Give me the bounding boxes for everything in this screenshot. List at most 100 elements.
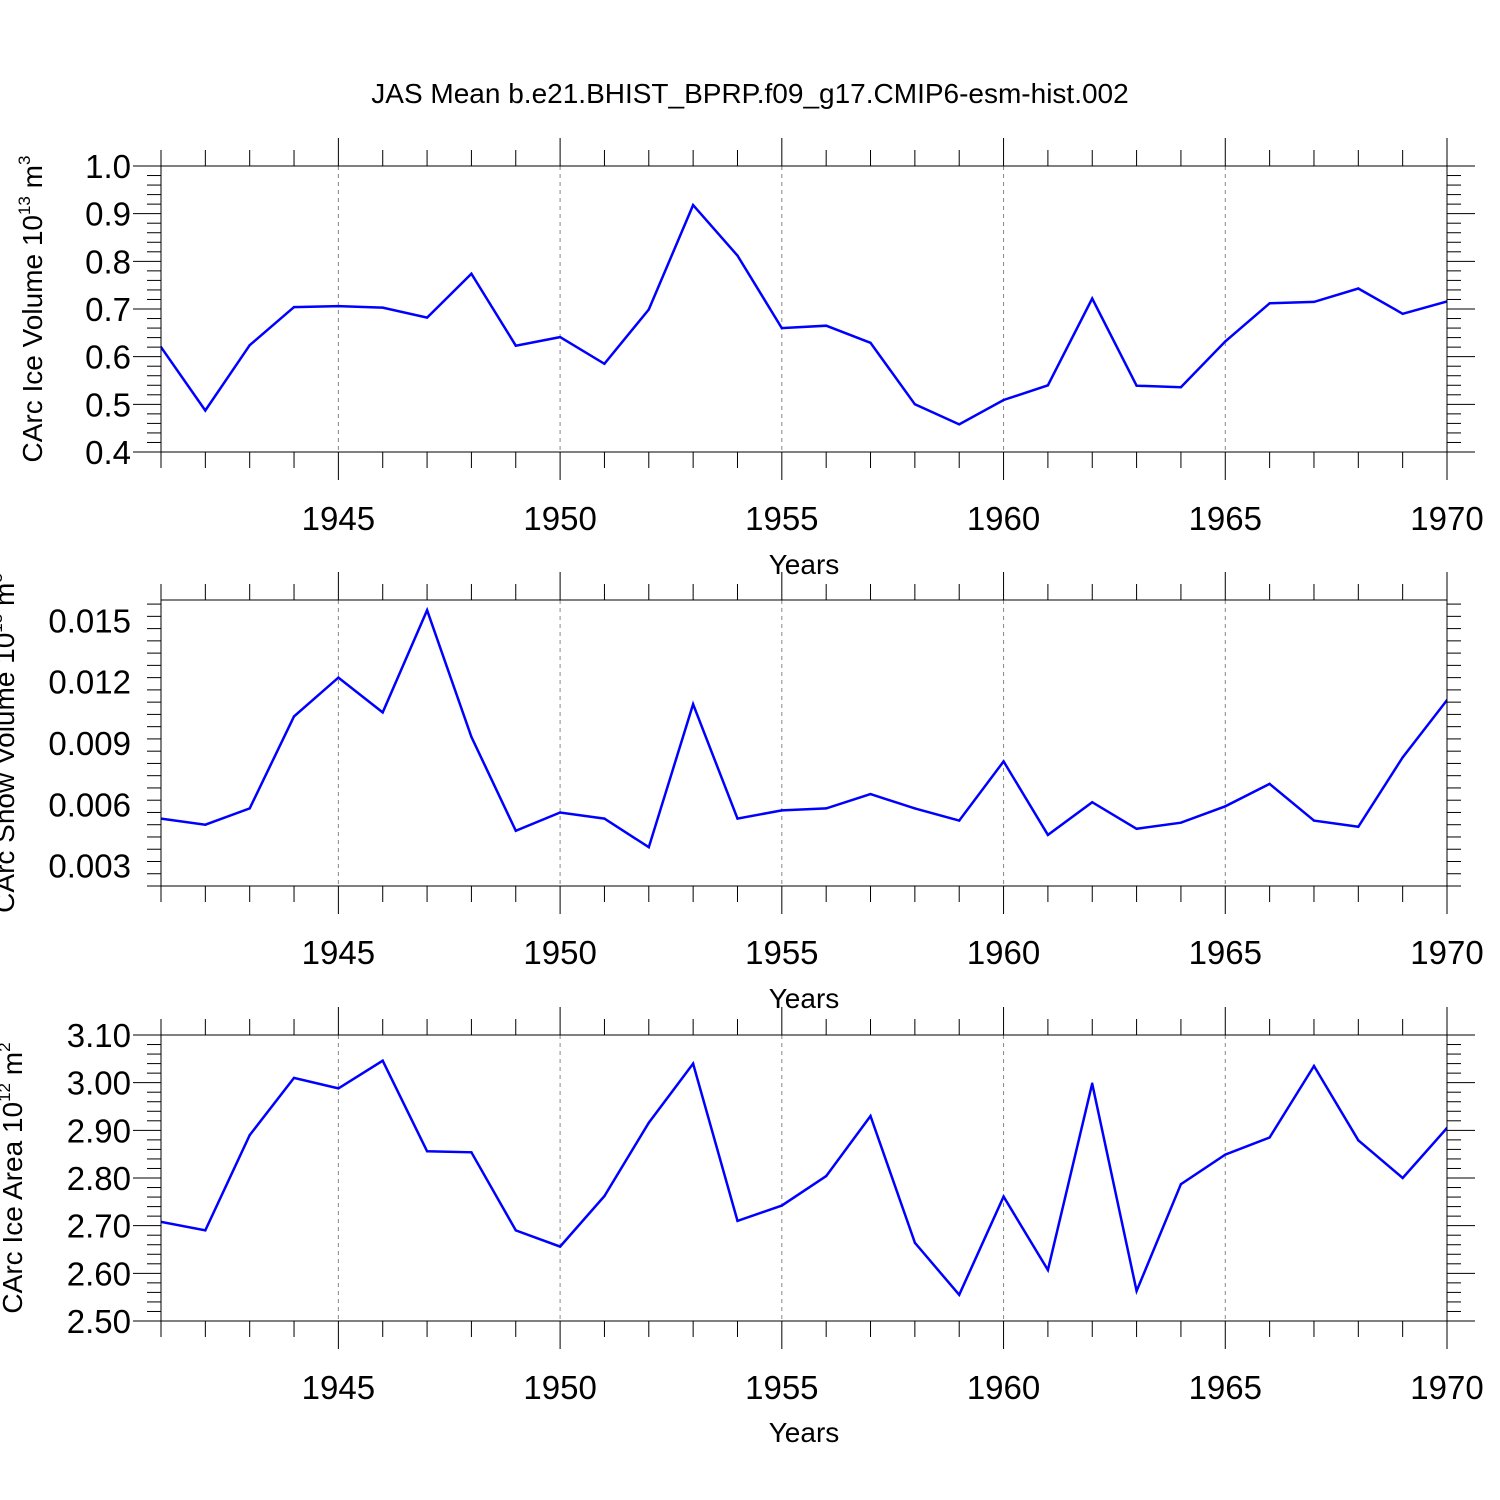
- data-point: [1401, 312, 1404, 315]
- y-axis-label-unit-exp: 3: [0, 573, 6, 582]
- x-tick-label: 1965: [1189, 1369, 1262, 1406]
- data-point: [824, 324, 828, 327]
- data-point: [691, 702, 695, 706]
- y-tick-label: 0.003: [48, 848, 131, 885]
- data-point: [1357, 287, 1360, 290]
- series-line: [161, 606, 1447, 850]
- data-point: [1046, 384, 1050, 387]
- data-point: [1312, 300, 1316, 304]
- series-line: [161, 202, 1447, 426]
- data-point: [425, 316, 429, 319]
- data-point: [647, 1121, 650, 1124]
- data-point: [381, 306, 384, 309]
- data-point: [470, 735, 473, 739]
- data-point: [1401, 756, 1404, 759]
- data-point: [603, 1194, 606, 1198]
- x-tick-label: 1970: [1410, 500, 1483, 537]
- y-tick-label: 3.10: [67, 1017, 131, 1054]
- tick-marks: [133, 138, 1475, 480]
- axis-tick-labels: 0.003 0.006 0.009 0.012 0.015 1945 1950 1955 196…: [48, 602, 1483, 971]
- y-tick-label: 0.4: [85, 434, 131, 471]
- data-point: [736, 817, 739, 820]
- x-tick-label: 1960: [967, 500, 1040, 537]
- y-tick-label: 0.5: [85, 386, 131, 423]
- y-tick-label: 3.00: [67, 1065, 131, 1102]
- data-point: [1224, 805, 1227, 808]
- x-axis-label: Years: [769, 549, 840, 580]
- y-tick-label: 2.90: [67, 1112, 131, 1149]
- tick-marks: [133, 1007, 1475, 1349]
- data-point: [337, 1087, 340, 1090]
- data-point: [558, 811, 562, 814]
- panel-ice-volume: 0.4 0.5 0.6 0.7 0.8 0.9 1.0 1945 1950 1955 1960 196…: [15, 138, 1484, 580]
- y-axis-label-unit: m: [17, 165, 48, 196]
- y-tick-label: 0.015: [48, 602, 131, 639]
- y-tick-label: 0.006: [48, 786, 131, 823]
- data-point: [1179, 385, 1183, 389]
- data-point: [1312, 819, 1316, 822]
- data-point: [204, 823, 207, 826]
- data-point: [780, 326, 784, 330]
- data-point: [292, 305, 296, 309]
- data-point: [913, 403, 917, 406]
- y-axis-label: CArc Ice Area 1012 m2: [0, 1042, 28, 1313]
- x-tick-label: 1950: [523, 934, 596, 971]
- data-point: [1091, 1082, 1094, 1085]
- data-point: [337, 304, 340, 308]
- y-tick-label: 0.7: [85, 291, 131, 328]
- data-point: [514, 829, 517, 833]
- x-tick-label: 1950: [523, 1369, 596, 1406]
- data-point: [381, 1059, 384, 1062]
- data-point: [514, 1229, 517, 1232]
- plot-frame: [160, 165, 1448, 453]
- y-axis-label-exp: 12: [0, 1083, 14, 1102]
- x-tick-label: 1960: [967, 934, 1040, 971]
- y-tick-label: 0.009: [48, 725, 131, 762]
- x-tick-label: 1950: [523, 500, 596, 537]
- y-axis-label-unit-exp: 2: [0, 1042, 14, 1051]
- data-point: [1002, 760, 1005, 763]
- x-tick-label: 1970: [1410, 934, 1483, 971]
- data-point: [736, 1219, 739, 1223]
- x-tick-label: 1955: [745, 500, 818, 537]
- x-tick-label: 1945: [302, 934, 375, 971]
- axis-tick-labels: 0.4 0.5 0.6 0.7 0.8 0.9 1.0 1945 1950 1955 1960 196…: [85, 148, 1484, 537]
- data-point: [958, 819, 961, 822]
- data-point: [603, 817, 606, 820]
- y-axis-label-exp: 13: [0, 614, 6, 633]
- data-point: [913, 1241, 917, 1245]
- data-point: [691, 1062, 695, 1065]
- y-tick-label: 0.8: [85, 243, 131, 280]
- x-axis-label: Years: [769, 1417, 840, 1448]
- grid-lines: [337, 600, 1226, 886]
- data-point: [248, 344, 251, 347]
- data-point: [1357, 825, 1360, 828]
- data-point: [1224, 1153, 1227, 1156]
- data-point: [1135, 827, 1138, 830]
- data-point: [1268, 1136, 1271, 1139]
- data-point: [558, 1245, 562, 1248]
- x-tick-label: 1965: [1189, 934, 1262, 971]
- data-point: [1091, 801, 1094, 804]
- data-point: [824, 807, 828, 810]
- x-tick-label: 1945: [302, 1369, 375, 1406]
- data-point: [558, 335, 562, 339]
- y-axis-label: CArc Snow Volume 1013 m3: [0, 573, 20, 913]
- data-point: [736, 254, 739, 257]
- data-point: [1046, 833, 1050, 837]
- panel-ice-area: 2.50 2.60 2.70 2.80 2.90 3.00 3.10 1945 1950 1955…: [0, 1007, 1484, 1448]
- data-point: [1002, 398, 1005, 402]
- y-axis-label-unit: m: [0, 583, 20, 614]
- data-point: [1046, 1268, 1050, 1272]
- data-point: [1224, 340, 1227, 343]
- y-axis-label-unit: m: [0, 1052, 28, 1083]
- grid-lines: [337, 166, 1226, 452]
- x-axis-label: Years: [769, 983, 840, 1014]
- data-point: [647, 845, 650, 849]
- data-point: [1268, 302, 1271, 305]
- data-point: [1135, 384, 1138, 387]
- y-axis-label-exp: 13: [15, 196, 34, 215]
- data-point: [381, 711, 384, 714]
- data-point: [204, 1229, 207, 1232]
